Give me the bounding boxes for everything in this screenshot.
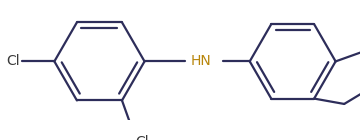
Text: Cl: Cl bbox=[6, 54, 20, 68]
Text: Cl: Cl bbox=[135, 135, 148, 140]
Text: HN: HN bbox=[191, 54, 212, 68]
